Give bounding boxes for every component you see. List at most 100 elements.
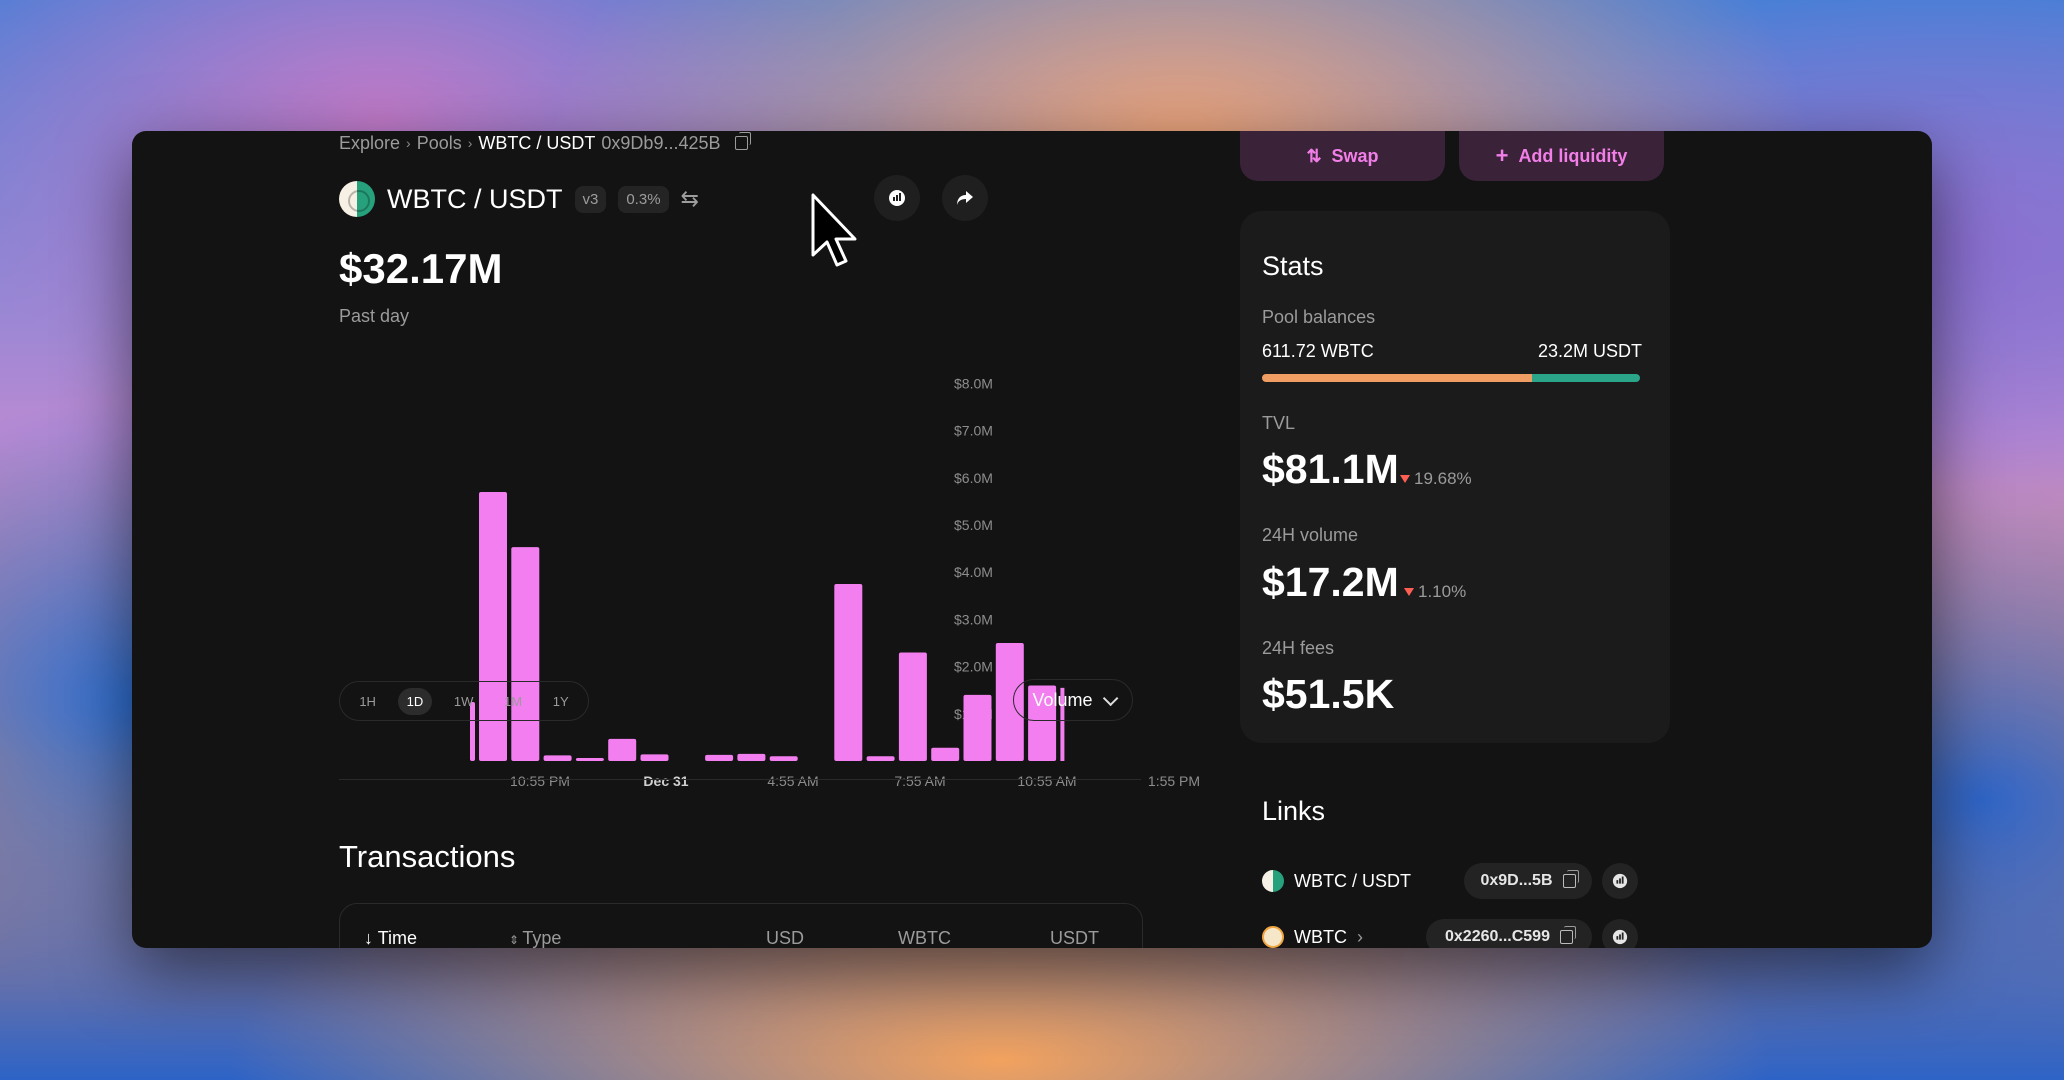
x-tick-label: 7:55 AM xyxy=(894,773,945,789)
range-1h[interactable]: 1H xyxy=(359,693,376,709)
chart-bar[interactable] xyxy=(575,758,604,761)
chevron-right-icon: › xyxy=(1357,926,1363,947)
chart-bar[interactable] xyxy=(470,702,475,761)
sort-icon: ⇕ xyxy=(509,933,523,947)
y-tick-label: $6.0M xyxy=(954,470,993,486)
volume-change-value: 1.10% xyxy=(1418,582,1467,601)
chart-bar[interactable] xyxy=(834,584,863,761)
swap-label: Swap xyxy=(1331,145,1379,166)
y-tick-label: $3.0M xyxy=(954,611,993,627)
range-1m[interactable]: 1M xyxy=(504,693,523,709)
fees-24h-value: $51.5K xyxy=(1262,671,1395,717)
breadcrumb-current: WBTC / USDT xyxy=(478,132,596,153)
fee-badge: 0.3% xyxy=(618,185,669,213)
chevron-right-icon: › xyxy=(406,135,411,151)
volume-change: 1.10% xyxy=(1404,582,1466,602)
balance-bar-usdt xyxy=(1531,374,1640,382)
chart-bar[interactable] xyxy=(705,754,734,761)
copy-icon[interactable] xyxy=(734,132,751,150)
share-button[interactable] xyxy=(942,175,988,221)
chart-bar[interactable] xyxy=(931,747,960,761)
down-triangle-icon xyxy=(1404,588,1414,596)
explorer-icon xyxy=(1612,873,1628,889)
copy-icon xyxy=(1559,926,1576,944)
mouse-cursor-icon xyxy=(811,193,857,267)
period-label: Past day xyxy=(339,306,410,326)
chart-bar[interactable] xyxy=(769,756,798,761)
pool-header: WBTC / USDT v3 0.3% ⇆ xyxy=(339,179,699,219)
range-1w[interactable]: 1W xyxy=(453,693,474,709)
add-liquidity-label: Add liquidity xyxy=(1518,145,1628,166)
chart-bar[interactable] xyxy=(1028,685,1057,761)
metric-label: Volume xyxy=(1032,689,1093,710)
chart-bar[interactable] xyxy=(898,652,927,761)
x-tick-label: 1:55 PM xyxy=(1148,773,1200,789)
link-pool-address-text: 0x9D...5B xyxy=(1480,872,1553,889)
link-pool-label: WBTC / USDT xyxy=(1294,870,1411,891)
transactions-table: ↓ Time ⇕ Type USD WBTC USDT xyxy=(339,903,1143,948)
chart-bar[interactable] xyxy=(511,547,540,761)
swap-button[interactable]: ⇅ Swap xyxy=(1240,131,1445,181)
pair-logo-icon xyxy=(339,181,375,217)
range-1d[interactable]: 1D xyxy=(397,687,433,715)
breadcrumb-explore[interactable]: Explore xyxy=(339,132,401,153)
pool-balances-label: Pool balances xyxy=(1262,307,1376,327)
x-tick-label: 10:55 PM xyxy=(510,773,570,789)
chart-bar[interactable] xyxy=(1060,687,1065,761)
link-wbtc-label: WBTC xyxy=(1294,926,1347,947)
chart-bar[interactable] xyxy=(608,738,637,761)
swap-icon: ⇅ xyxy=(1306,145,1322,166)
share-icon xyxy=(957,191,973,205)
volume-value: $32.17M xyxy=(339,245,503,292)
link-pool[interactable]: WBTC / USDT xyxy=(1262,865,1411,897)
tvl-change-value: 19.68% xyxy=(1414,469,1472,488)
explorer-icon xyxy=(1612,929,1628,945)
time-range-selector: 1H 1D 1W 1M 1Y xyxy=(339,681,589,721)
chart-bar[interactable] xyxy=(640,754,669,761)
balance-bar xyxy=(1262,374,1640,382)
chart-bar[interactable] xyxy=(995,643,1024,761)
link-pool-address[interactable]: 0x9D...5B xyxy=(1464,863,1592,899)
add-liquidity-button[interactable]: + Add liquidity xyxy=(1459,131,1664,181)
chart-bar[interactable] xyxy=(963,694,992,761)
column-header-type[interactable]: ⇕ Type xyxy=(509,928,561,948)
link-wbtc-address-text: 0x2260...C599 xyxy=(1445,928,1550,945)
down-triangle-icon xyxy=(1400,475,1410,483)
tvl-value: $81.1M xyxy=(1262,446,1399,492)
chart-bar[interactable] xyxy=(737,753,766,761)
swap-direction-icon[interactable]: ⇆ xyxy=(680,186,699,211)
y-tick-label: $4.0M xyxy=(954,564,993,580)
chart-bar[interactable] xyxy=(479,491,507,761)
column-header-usd: USD xyxy=(766,928,805,948)
breadcrumb-pools[interactable]: Pools xyxy=(416,132,462,153)
range-1y[interactable]: 1Y xyxy=(552,693,569,709)
column-header-usdt: USDT xyxy=(1050,928,1099,948)
explorer-button[interactable] xyxy=(874,175,920,221)
volume-24h-label: 24H volume xyxy=(1262,525,1359,545)
x-tick-label: Dec 31 xyxy=(643,773,688,789)
link-pool-explorer[interactable] xyxy=(1602,863,1638,899)
plus-icon: + xyxy=(1495,143,1509,168)
tvl-label: TVL xyxy=(1262,413,1296,433)
chevron-right-icon: › xyxy=(467,135,473,151)
link-wbtc-address[interactable]: 0x2260...C599 xyxy=(1426,919,1592,948)
metric-dropdown[interactable]: Volume xyxy=(1013,679,1133,721)
y-tick-label: $2.0M xyxy=(954,659,993,675)
column-header-wbtc: WBTC xyxy=(898,928,951,948)
balance-wbtc: 611.72 WBTC xyxy=(1262,341,1374,361)
link-wbtc[interactable]: WBTC › xyxy=(1262,921,1363,948)
transactions-title: Transactions xyxy=(339,839,516,874)
chart-bar[interactable] xyxy=(866,756,895,761)
fees-24h-label: 24H fees xyxy=(1262,638,1335,658)
x-tick-label: 10:55 AM xyxy=(1017,773,1076,789)
explorer-icon xyxy=(889,190,905,206)
column-header-time[interactable]: ↓ Time xyxy=(364,928,417,948)
pool-address: 0x9Db9...425B xyxy=(601,132,721,153)
copy-icon xyxy=(1562,870,1579,888)
pair-logo-icon xyxy=(1262,870,1284,892)
chevron-down-icon xyxy=(1102,690,1118,706)
link-wbtc-explorer[interactable] xyxy=(1602,919,1638,948)
stats-card: Stats Pool balances 611.72 WBTC 23.2M US… xyxy=(1240,211,1670,743)
chart-bar[interactable] xyxy=(543,755,572,761)
y-tick-label: $8.0M xyxy=(954,375,993,391)
